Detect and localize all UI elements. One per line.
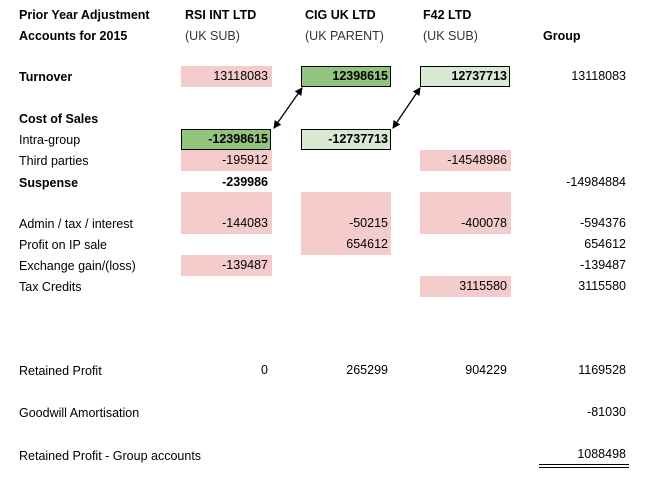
value-admin-group: -594376 — [580, 216, 626, 230]
value-turnover-cig: 12398615 — [332, 69, 388, 83]
value-tax-group: 3115580 — [578, 279, 626, 293]
col-subheader-rsi: (UK SUB) — [185, 29, 240, 43]
value-profit-ip-cig: 654612 — [346, 237, 388, 251]
value-third-f42: -14548986 — [447, 153, 507, 167]
label-third-parties: Third parties — [19, 154, 89, 168]
value-retained-group-accounts: 1088498 — [577, 447, 626, 461]
col-header-rsi: RSI INT LTD — [185, 8, 257, 22]
title-line-2: Accounts for 2015 — [19, 29, 128, 43]
cell-bg-turnover-cig — [301, 66, 391, 87]
cell-bg-tax-f42 — [420, 276, 511, 297]
cell-bg-turnover-f42 — [420, 66, 510, 87]
double-arrow-cig-f42 — [392, 87, 421, 129]
label-cost-of-sales: Cost of Sales — [19, 112, 99, 126]
value-intra-rsi: -12398615 — [208, 132, 268, 146]
value-turnover-group: 13118083 — [571, 69, 626, 83]
col-subheader-cig: (UK PARENT) — [305, 29, 384, 43]
col-header-cig: CIG UK LTD — [305, 8, 376, 22]
title-line-1: Prior Year Adjustment — [19, 8, 150, 22]
value-exchange-group: -139487 — [580, 258, 626, 272]
cell-bg-turnover-rsi — [181, 66, 272, 87]
label-exchange: Exchange gain/(loss) — [19, 259, 136, 273]
value-retained-group: 1169528 — [578, 363, 626, 377]
value-third-rsi: -195912 — [222, 153, 268, 167]
cell-bg-admin-rsi — [181, 192, 272, 234]
col-subheader-f42: (UK SUB) — [423, 29, 478, 43]
value-turnover-rsi: 13118083 — [213, 69, 268, 83]
label-admin: Admin / tax / interest — [19, 217, 133, 231]
col-header-f42: F42 LTD — [423, 8, 472, 22]
cell-bg-third-f42 — [420, 150, 511, 171]
label-profit-ip: Profit on IP sale — [19, 238, 108, 252]
value-admin-rsi: -144083 — [222, 216, 268, 230]
label-turnover: Turnover — [19, 70, 73, 84]
total-underline-top — [539, 464, 629, 465]
label-goodwill: Goodwill Amortisation — [19, 406, 140, 420]
col-header-group: Group — [543, 29, 581, 43]
total-underline-bottom — [539, 467, 629, 468]
label-intra-group: Intra-group — [19, 133, 81, 147]
value-retained-rsi: 0 — [261, 363, 268, 377]
label-retained-profit: Retained Profit — [19, 364, 102, 378]
cell-bg-admin-f42 — [420, 192, 511, 234]
cell-bg-admin-cig — [301, 192, 391, 255]
value-goodwill-group: -81030 — [587, 405, 626, 419]
label-suspense: Suspense — [19, 176, 79, 190]
double-arrow-rsi-cig — [273, 87, 303, 129]
value-profit-ip-group: 654612 — [584, 237, 626, 251]
value-suspense-rsi: -239986 — [222, 175, 268, 189]
label-retained-group: Retained Profit - Group accounts — [19, 449, 202, 463]
value-suspense-group: -14984884 — [566, 175, 626, 189]
cell-bg-intra-cig — [301, 129, 391, 150]
value-turnover-f42: 12737713 — [451, 69, 507, 83]
cell-bg-intra-rsi — [181, 129, 271, 150]
cell-bg-exchange-rsi — [181, 255, 272, 276]
value-admin-f42: -400078 — [461, 216, 507, 230]
value-tax-f42: 3115580 — [459, 279, 507, 293]
value-exchange-rsi: -139487 — [222, 258, 268, 272]
value-retained-f42: 904229 — [465, 363, 507, 377]
label-tax-credits: Tax Credits — [19, 280, 82, 294]
value-retained-cig: 265299 — [346, 363, 388, 377]
value-intra-cig: -12737713 — [328, 132, 388, 146]
value-admin-cig: -50215 — [349, 216, 388, 230]
cell-bg-third-rsi — [181, 150, 272, 171]
